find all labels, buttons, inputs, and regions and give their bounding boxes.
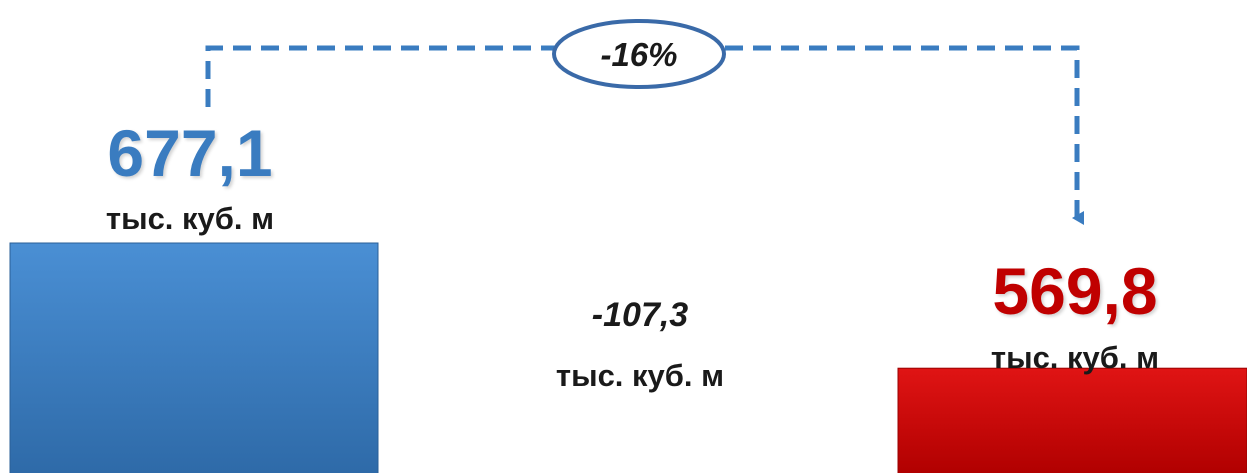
difference-unit-label: тыс. куб. м [555, 358, 725, 393]
bar-unit-label-2020: тыс. куб. м [990, 340, 1160, 375]
bar-unit-label-2019: тыс. куб. м [105, 201, 275, 236]
bar-value-label-2019: 677,1 [107, 116, 273, 190]
change-connector-left [205, 45, 555, 107]
change-percent-badge [552, 19, 726, 89]
bar-2019 [9, 242, 379, 473]
difference-value-label: -107,3 [591, 296, 689, 334]
bar-2020 [897, 367, 1247, 473]
change-percent-label: -16% [600, 36, 678, 73]
change-connector-right [725, 45, 1080, 218]
bar-value-label-2020: 569,8 [992, 254, 1158, 328]
